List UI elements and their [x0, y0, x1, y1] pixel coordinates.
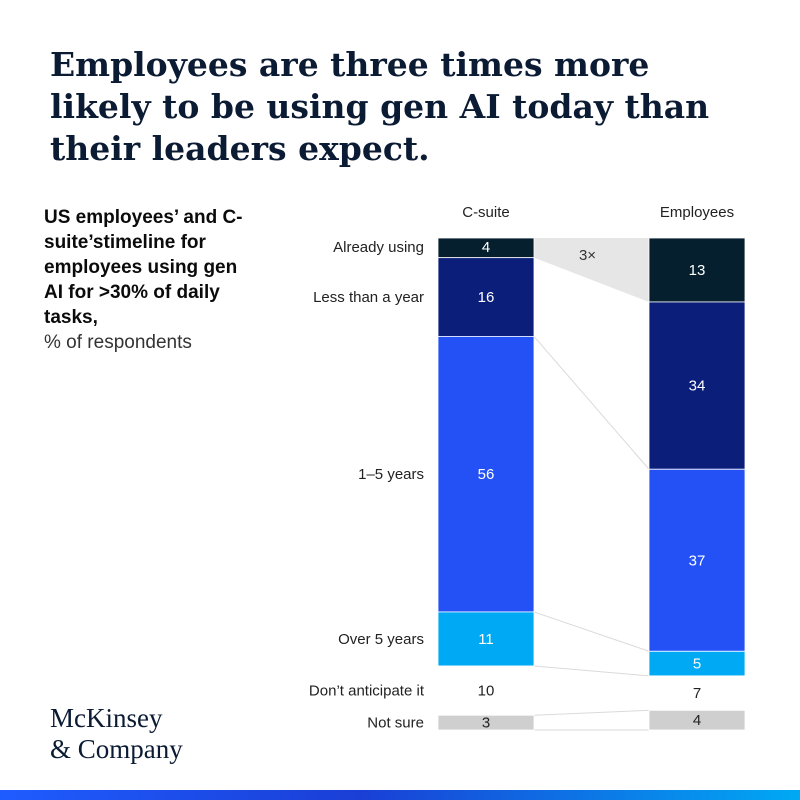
callout-3x-shape	[534, 238, 649, 302]
chart-subtitle-text: US employees’ and C-suite’stimeline for …	[44, 207, 243, 328]
bar-c-suite-don-t-anticipate-it	[437, 665, 535, 716]
bar-employees-1-5-years	[648, 468, 746, 652]
value-label-employees-over-5-years: 5	[693, 656, 701, 673]
connector-line-over-5-years	[533, 611, 650, 652]
mckinsey-logo: McKinsey & Company	[50, 703, 183, 765]
labels: 3× C-suite 4 16 56 11 10 3 Employees 13 34 37 5 7 4 Alr…	[309, 204, 734, 732]
value-label-employees-less-than-a-year: 34	[689, 378, 706, 395]
bar-c-suite-over-5-years	[437, 611, 535, 667]
bar-employees-already-using	[648, 237, 746, 303]
logo-line-2: & Company	[50, 734, 183, 764]
headline: Employees are three times more likely to…	[50, 45, 710, 168]
category-label-not-sure: Not sure	[367, 715, 424, 732]
bar-employees-less-than-a-year	[648, 301, 746, 470]
category-label-don-t-anticipate-it: Don’t anticipate it	[309, 683, 425, 700]
callout-3x-label: 3×	[579, 247, 596, 264]
category-label-1-5-years: 1–5 years	[358, 466, 424, 483]
unit-label: % of respondents	[44, 332, 192, 353]
value-label-c-suite-not-sure: 3	[482, 715, 490, 732]
category-label-already-using: Already using	[333, 239, 424, 256]
value-label-c-suite-1-5-years: 56	[478, 466, 495, 483]
bars	[437, 237, 746, 731]
connector-line-don-t-anticipate-it	[533, 665, 650, 677]
value-label-c-suite-over-5-years: 11	[478, 631, 494, 648]
chart-subtitle: US employees’ and C-suite’stimeline for …	[44, 205, 259, 355]
value-label-c-suite-already-using: 4	[482, 239, 490, 256]
column-header-employees: Employees	[660, 204, 734, 221]
value-label-employees-don-t-anticipate-it: 7	[693, 685, 701, 702]
value-label-employees-already-using: 13	[689, 262, 706, 279]
value-label-employees-not-sure: 4	[693, 712, 701, 729]
bottom-accent-bar	[0, 790, 800, 800]
logo-line-1: McKinsey	[50, 703, 163, 733]
bar-employees-over-5-years	[648, 650, 746, 677]
category-label-over-5-years: Over 5 years	[338, 631, 424, 648]
connector-line-not-sure	[533, 709, 650, 716]
value-label-c-suite-less-than-a-year: 16	[478, 289, 495, 306]
callout-group	[534, 238, 649, 302]
category-label-less-than-a-year: Less than a year	[313, 289, 424, 306]
bar-employees-not-sure	[648, 709, 746, 731]
connector-lines	[533, 336, 650, 731]
connector-line-1-5-years	[533, 336, 650, 470]
value-label-c-suite-don-t-anticipate-it: 10	[478, 683, 495, 700]
bar-c-suite-less-than-a-year	[437, 257, 535, 337]
value-label-employees-1-5-years: 37	[689, 552, 706, 569]
bar-c-suite-not-sure	[437, 714, 535, 731]
bar-employees-don-t-anticipate-it	[648, 675, 746, 711]
bar-c-suite-1-5-years	[437, 335, 535, 613]
column-header-c-suite: C-suite	[462, 204, 510, 221]
